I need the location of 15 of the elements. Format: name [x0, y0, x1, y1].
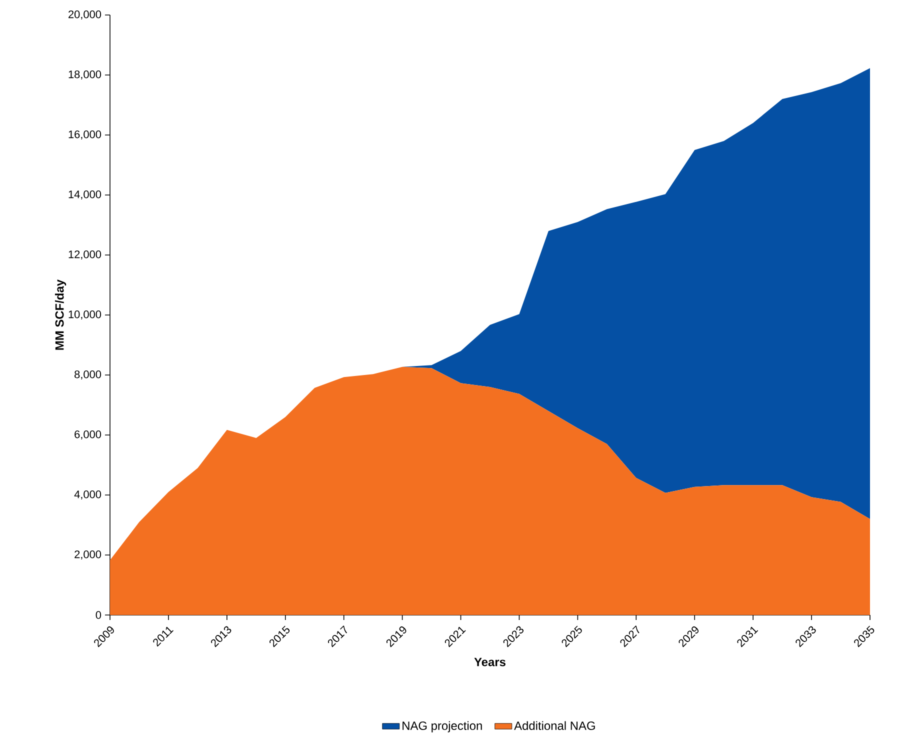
y-tick-label: 2,000: [74, 550, 102, 560]
y-tick-label: 12,000: [68, 250, 102, 260]
y-axis-title: MM SCF/day: [54, 280, 66, 350]
legend-label: NAG projection: [402, 721, 482, 732]
legend-label: Additional NAG: [514, 721, 595, 730]
y-tick-label: 0: [96, 611, 102, 619]
y-tick-label: 8,000: [74, 370, 102, 380]
y-tick-label: 10,000: [68, 310, 102, 320]
y-tick-label: 20,000: [68, 10, 102, 20]
x-axis-title: Years: [474, 658, 506, 666]
y-tick-label: 14,000: [68, 190, 102, 200]
y-tick-label: 6,000: [74, 430, 102, 440]
y-tick-label: 18,000: [68, 70, 102, 80]
y-tick-label: 4,000: [74, 490, 102, 500]
y-tick-label: 16,000: [68, 130, 102, 140]
